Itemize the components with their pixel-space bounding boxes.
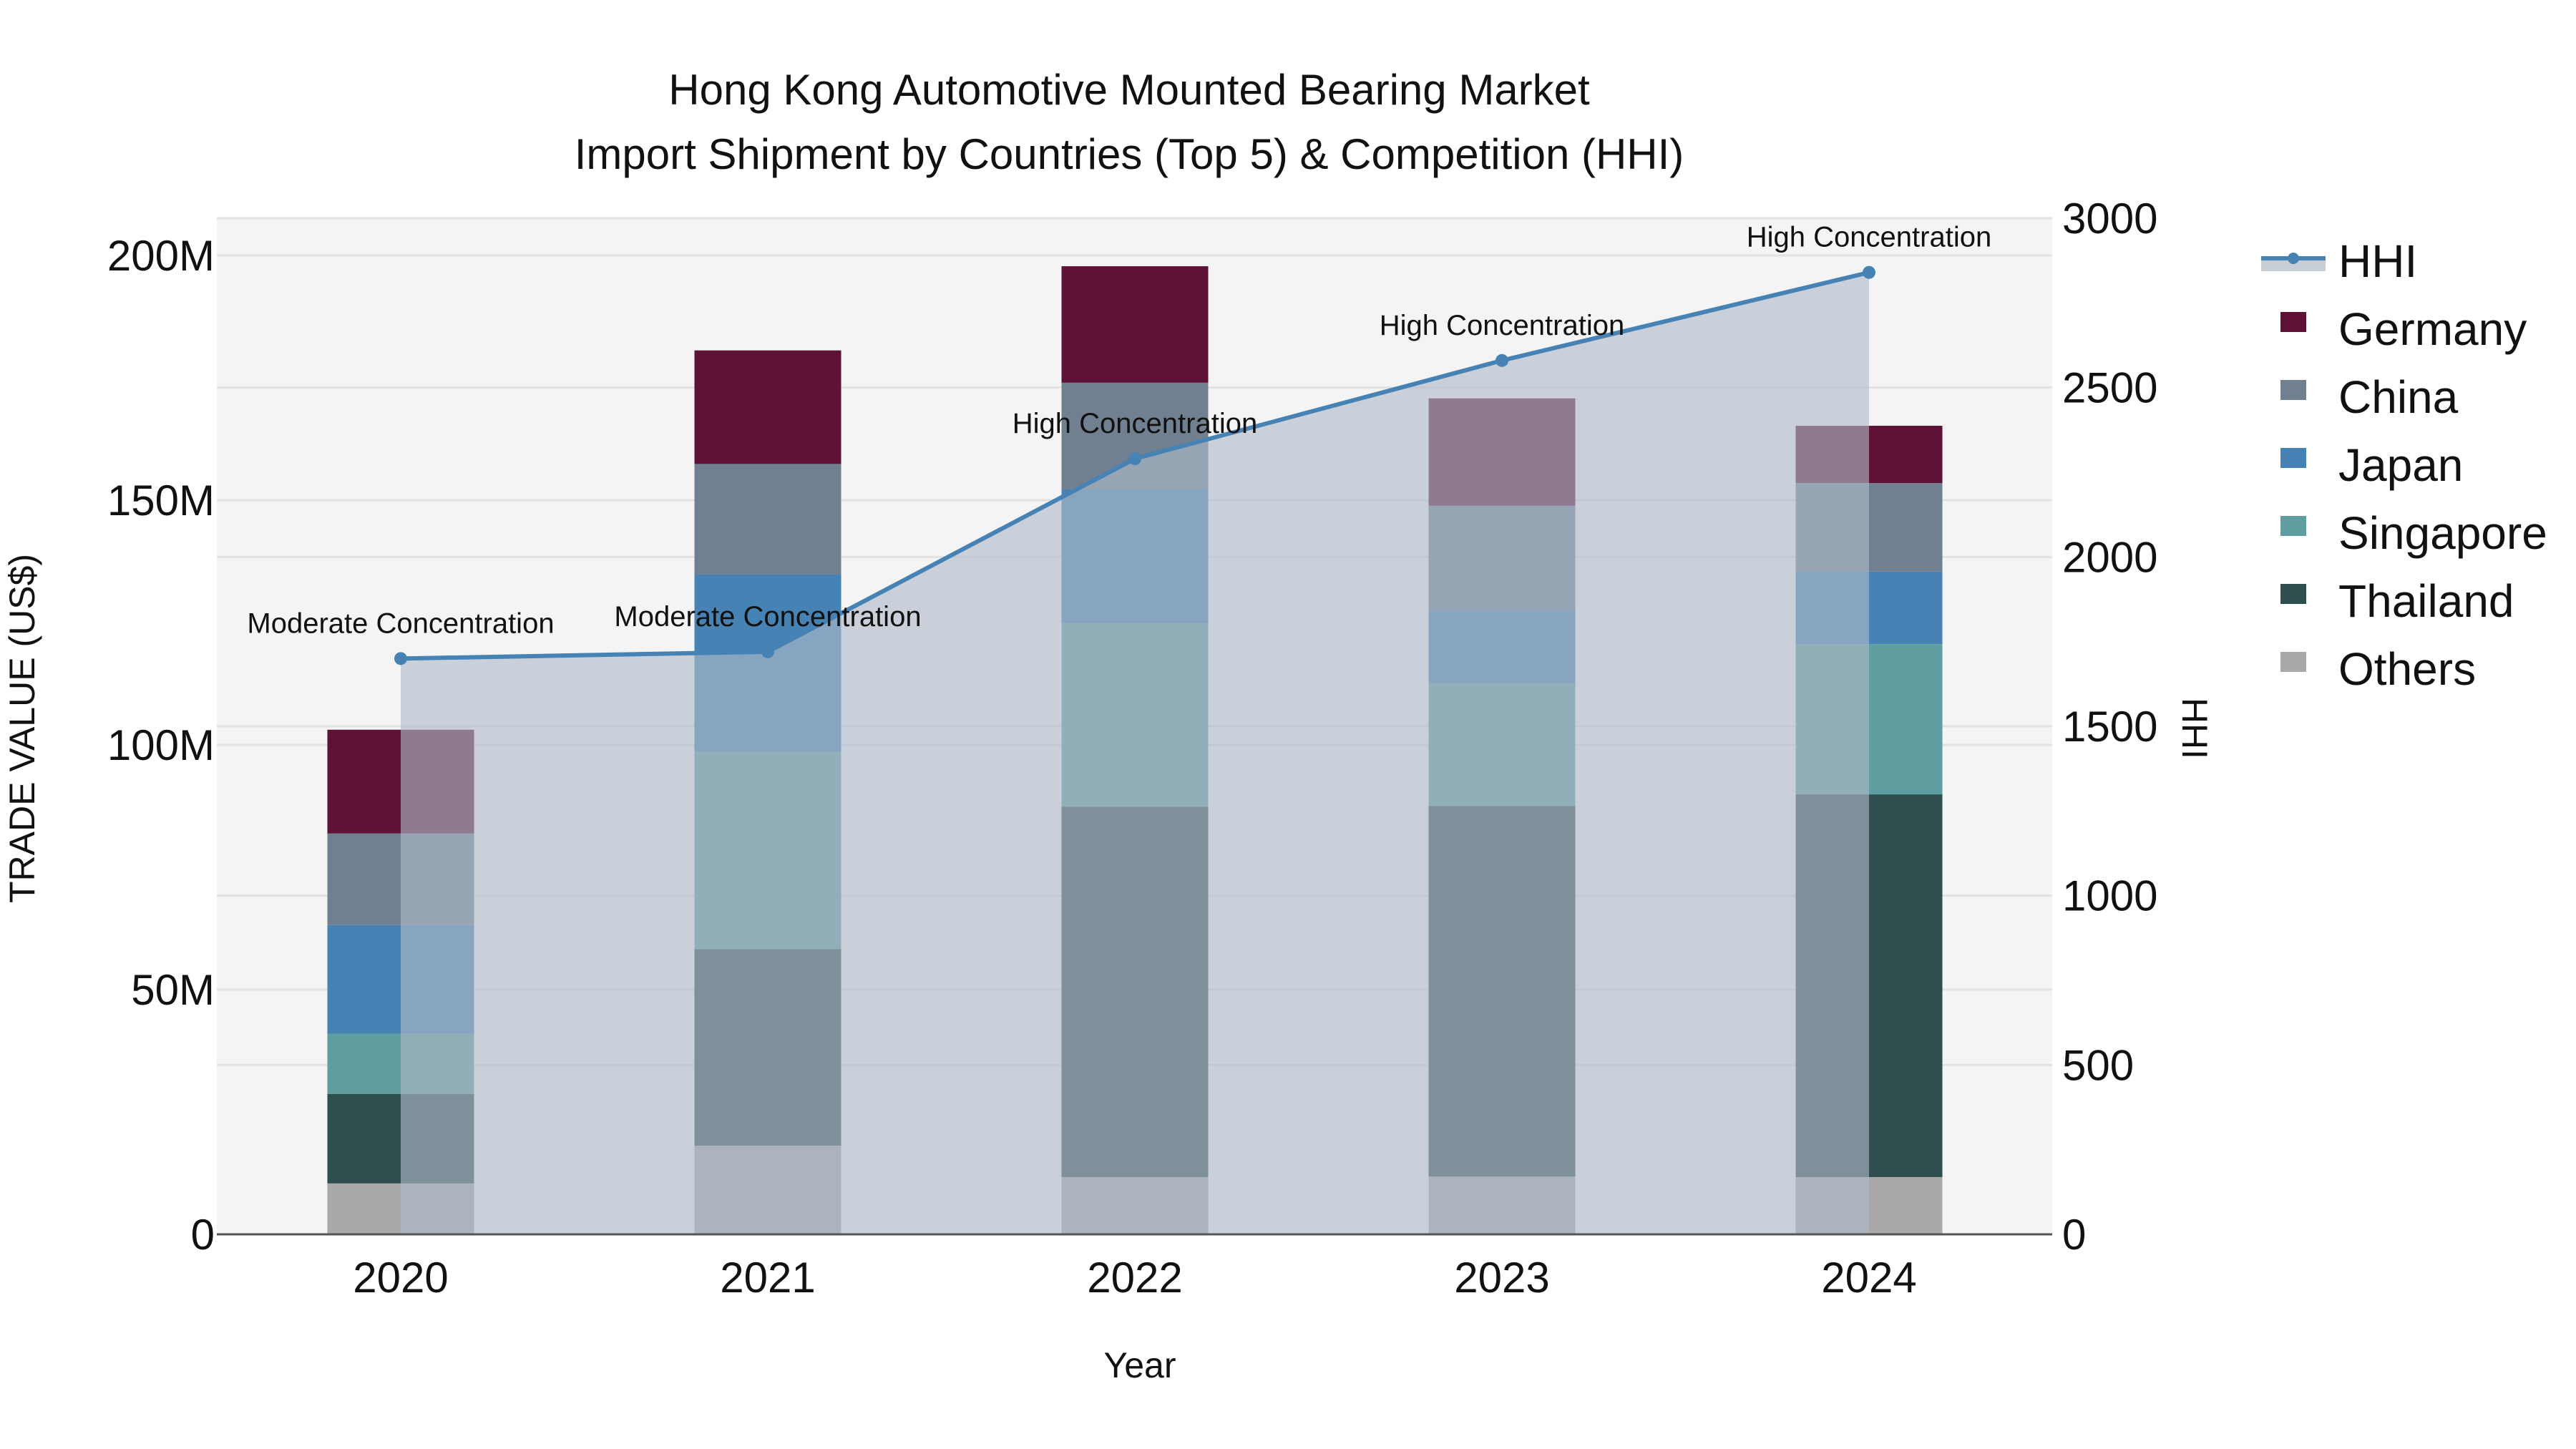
hhi-annotation: High Concentration bbox=[1747, 222, 1991, 253]
legend: HHI Germany China Japan Singapore Thailand Oth… bbox=[2261, 235, 2547, 695]
hhi-annotation: High Concentration bbox=[1380, 310, 1624, 341]
legend-item-hhi[interactable]: HHI bbox=[2261, 235, 2417, 287]
legend-item-japan[interactable]: Japan bbox=[2280, 439, 2463, 491]
y-right-tick-label: 500 bbox=[2062, 1041, 2134, 1089]
legend-label: Japan bbox=[2338, 439, 2463, 491]
legend-swatch-icon bbox=[2280, 584, 2306, 604]
hhi-annotation: High Concentration bbox=[1013, 408, 1257, 439]
bar-segment-china[interactable] bbox=[694, 464, 841, 575]
y-right-tick-label: 2000 bbox=[2062, 533, 2157, 581]
hhi-marker-2020[interactable] bbox=[394, 652, 407, 665]
legend-label: China bbox=[2338, 371, 2459, 423]
bar-segment-germany[interactable] bbox=[1061, 266, 1209, 383]
hhi-marker-2022[interactable] bbox=[1128, 452, 1141, 466]
y-left-tick-label: 150M bbox=[107, 477, 215, 525]
y-left-tick-label: 100M bbox=[107, 721, 215, 769]
legend-item-china[interactable]: China bbox=[2280, 371, 2459, 423]
x-tick-label: 2023 bbox=[1454, 1254, 1549, 1302]
hhi-marker-2023[interactable] bbox=[1496, 353, 1508, 367]
legend-label: Others bbox=[2338, 643, 2476, 695]
legend-swatch-icon bbox=[2280, 448, 2306, 468]
x-tick-label: 2021 bbox=[720, 1254, 815, 1302]
annotations: Moderate Concentration Moderate Concentra… bbox=[247, 222, 1991, 640]
y-left-tick-label: 50M bbox=[131, 966, 215, 1014]
legend-item-germany[interactable]: Germany bbox=[2280, 303, 2527, 355]
y-left-tick-label: 200M bbox=[107, 232, 215, 280]
hhi-marker-2021[interactable] bbox=[761, 645, 774, 658]
hhi-annotation: Moderate Concentration bbox=[247, 608, 554, 639]
y-left-axis-title: TRADE VALUE (US$) bbox=[2, 554, 42, 903]
x-tick-label: 2020 bbox=[353, 1254, 448, 1302]
legend-area-swatch bbox=[2261, 260, 2326, 271]
hhi-annotation: Moderate Concentration bbox=[614, 601, 921, 633]
y-left-tick-label: 0 bbox=[191, 1211, 215, 1259]
legend-swatch-icon bbox=[2280, 380, 2306, 400]
x-ticks: 2020 2021 2022 2023 2024 bbox=[353, 1254, 1916, 1302]
legend-label: Singapore bbox=[2338, 507, 2547, 559]
hhi-line bbox=[394, 265, 1875, 665]
legend-item-thailand[interactable]: Thailand bbox=[2280, 575, 2514, 627]
y-right-tick-label: 2500 bbox=[2062, 364, 2157, 412]
y-right-tick-label: 3000 bbox=[2062, 195, 2157, 243]
bar-segment-germany[interactable] bbox=[694, 350, 841, 464]
hhi-marker-2024[interactable] bbox=[1863, 265, 1875, 279]
legend-label: Germany bbox=[2338, 303, 2527, 355]
x-tick-label: 2022 bbox=[1087, 1254, 1182, 1302]
legend-swatch-icon bbox=[2280, 652, 2306, 672]
legend-label: HHI bbox=[2338, 235, 2417, 287]
legend-swatch-icon bbox=[2280, 516, 2306, 536]
marker-dot-icon bbox=[2288, 253, 2299, 264]
hhi-area-fill bbox=[401, 272, 1869, 1234]
legend-item-others[interactable]: Others bbox=[2280, 643, 2476, 695]
y-right-axis-title: HHI bbox=[2175, 698, 2215, 759]
legend-item-singapore[interactable]: Singapore bbox=[2280, 507, 2547, 559]
chart-title-line-2: Import Shipment by Countries (Top 5) & C… bbox=[575, 130, 1684, 178]
legend-swatch-icon bbox=[2280, 312, 2306, 332]
y-right-tick-label: 0 bbox=[2062, 1211, 2086, 1259]
y-right-tick-label: 1500 bbox=[2062, 703, 2157, 751]
x-axis-title: Year bbox=[1103, 1345, 1176, 1385]
x-tick-label: 2024 bbox=[1821, 1254, 1916, 1302]
chart-title-line-1: Hong Kong Automotive Mounted Bearing Mar… bbox=[668, 66, 1590, 114]
legend-label: Thailand bbox=[2338, 575, 2514, 627]
hhi-area bbox=[401, 272, 1869, 1234]
y-left-ticks: 0 50M 100M 150M 200M bbox=[107, 232, 215, 1259]
y-right-tick-label: 1000 bbox=[2062, 872, 2157, 920]
y-right-ticks: 0 500 1000 1500 2000 2500 3000 bbox=[2062, 195, 2157, 1259]
